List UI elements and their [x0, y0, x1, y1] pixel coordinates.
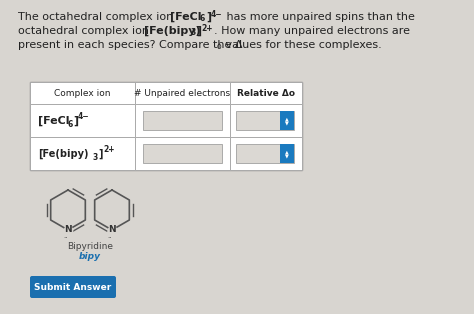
Text: bipy: bipy	[79, 252, 101, 261]
Text: N: N	[108, 225, 116, 235]
Text: ]: ]	[206, 12, 211, 22]
Text: 3: 3	[93, 153, 98, 162]
Bar	[135, 104, 230, 137]
Text: 4−: 4−	[211, 10, 223, 19]
Text: ▼: ▼	[285, 153, 289, 158]
Bar	[236, 144, 294, 163]
Text: octahedral complex ion: octahedral complex ion	[18, 26, 153, 36]
Text: ··: ··	[108, 235, 112, 241]
Text: 2+: 2+	[201, 24, 212, 33]
Text: The octahedral complex ion: The octahedral complex ion	[18, 12, 177, 22]
FancyBboxPatch shape	[30, 276, 116, 298]
Text: values for these complexes.: values for these complexes.	[222, 40, 382, 50]
Text: ]: ]	[73, 115, 78, 126]
Text: ▲: ▲	[285, 149, 289, 154]
Text: [Fe(bipy): [Fe(bipy)	[38, 149, 89, 159]
Bar	[230, 137, 302, 170]
Bar	[30, 104, 135, 137]
Text: ]: ]	[196, 26, 201, 36]
Text: 2+: 2+	[103, 145, 115, 154]
Bar	[30, 137, 135, 170]
Text: Submit Answer: Submit Answer	[35, 283, 111, 291]
Text: 4−: 4−	[78, 112, 90, 121]
Text: Bipyridine: Bipyridine	[67, 242, 113, 251]
Text: . How many unpaired electrons are: . How many unpaired electrons are	[214, 26, 410, 36]
Bar	[143, 144, 222, 163]
Bar	[280, 144, 294, 163]
Bar	[135, 82, 230, 104]
Text: ··: ··	[64, 235, 68, 241]
Text: 6: 6	[68, 120, 73, 129]
Bar	[30, 82, 135, 104]
Text: ▼: ▼	[285, 120, 289, 125]
Bar	[236, 111, 294, 130]
Text: [Fe(bipy): [Fe(bipy)	[144, 26, 201, 36]
Text: has more unpaired spins than the: has more unpaired spins than the	[223, 12, 415, 22]
Bar	[230, 104, 302, 137]
Bar	[143, 111, 222, 130]
Text: 3: 3	[191, 28, 196, 37]
Text: ]: ]	[98, 149, 102, 159]
Text: N: N	[64, 225, 72, 235]
Bar	[30, 82, 302, 170]
Text: 6: 6	[200, 14, 205, 23]
Text: Complex ion: Complex ion	[54, 89, 111, 98]
Bar	[230, 82, 302, 104]
Text: ▲: ▲	[285, 116, 289, 121]
Bar	[280, 111, 294, 130]
Text: [FeCl: [FeCl	[170, 12, 201, 22]
Text: o: o	[217, 42, 222, 51]
Text: present in each species? Compare the Δ: present in each species? Compare the Δ	[18, 40, 243, 50]
Text: # Unpaired electrons: # Unpaired electrons	[135, 89, 230, 98]
Bar	[135, 137, 230, 170]
Text: [FeCl: [FeCl	[38, 115, 70, 126]
Text: Relative Δo: Relative Δo	[237, 89, 295, 98]
